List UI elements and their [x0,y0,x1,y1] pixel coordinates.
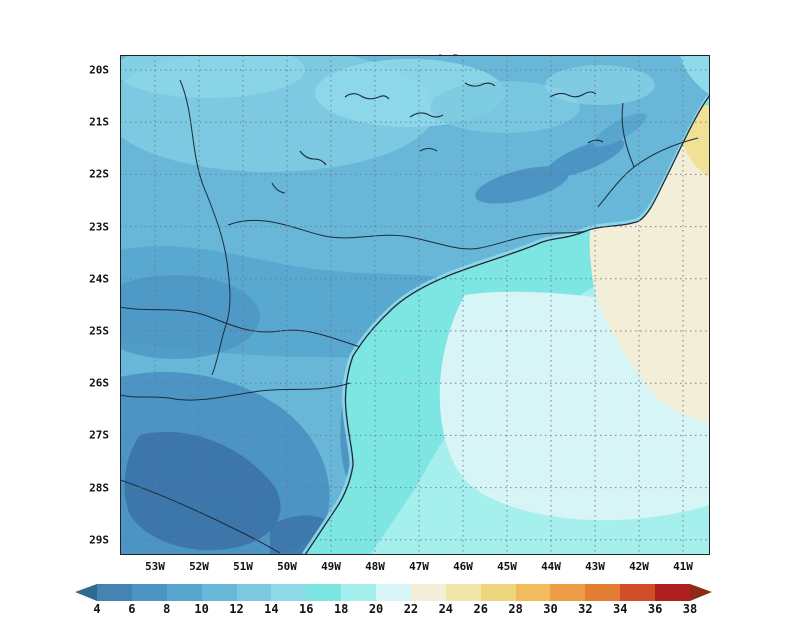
colorbar-segment-18-20 [341,584,376,601]
state-borders [120,79,699,554]
lon-tick-53W: 53W [145,560,165,573]
colorbar-tick-12: 12 [229,602,244,616]
coastline [304,94,710,555]
colorbar-segment-24-26 [445,584,481,601]
colorbar-left-arrow [75,584,97,601]
colorbar-tick-8: 8 [163,602,171,616]
colorbar-tick-26: 26 [473,602,488,616]
colorbar-tick-labels: 4 6 8 10 12 14 16 18 20 22 24 26 28 30 32 34 36 38 [93,602,697,617]
colorbar-tick-20: 20 [368,602,384,616]
lat-tick-29S: 29S [89,533,109,547]
colorbar-segment-12-14 [236,584,272,601]
lon-tick-45W: 45W [497,560,517,573]
lon-tick-46W: 46W [453,560,473,573]
colorbar-tick-24: 24 [438,602,454,616]
colorbar-segment-30-32 [550,584,586,601]
colorbar-right-arrow [690,584,712,601]
colorbar-segment-36-38 [655,584,690,601]
colorbar-segment-28-30 [515,584,551,601]
colorbar-tick-18: 18 [333,602,349,616]
lon-tick-42W: 42W [629,560,649,573]
lat-tick-26S: 26S [89,376,109,390]
colorbar-segment-32-34 [585,584,621,601]
colorbar-body [97,584,690,601]
colorbar-tick-6: 6 [128,602,136,616]
colorbar-tick-22: 22 [403,602,419,616]
lon-tick-43W: 43W [585,560,605,573]
colorbar-segment-26-28 [480,584,516,601]
colorbar-tick-4: 4 [93,602,101,616]
colorbar-segment-6-8 [131,584,167,601]
lon-tick-49W: 49W [321,560,341,573]
graticule-grid [120,55,710,555]
colorbar-tick-10: 10 [194,602,209,616]
reservoir-outlines [271,82,604,194]
colorbar-tick-16: 16 [299,602,314,616]
lon-tick-50W: 50W [277,560,297,573]
colorbar-segment-4-6 [97,584,132,601]
lat-tick-23S: 23S [89,220,109,234]
lat-tick-21S: 21S [89,115,109,129]
colorbar-segment-10-12 [201,584,237,601]
lon-tick-52W: 52W [189,560,209,573]
colorbar-segment-14-16 [271,584,307,601]
temperature-map-svg [120,55,710,555]
colorbar-segment-16-18 [306,584,342,601]
map-frame [120,55,710,555]
colorbar-segment-8-10 [166,584,202,601]
lat-tick-24S: 24S [89,272,109,286]
lon-tick-41W: 41W [673,560,693,573]
lon-tick-48W: 48W [365,560,385,573]
lat-tick-27S: 27S [89,428,109,442]
lat-tick-25S: 25S [89,324,109,338]
lat-tick-20S: 20S [89,63,109,77]
colorbar-segment-34-36 [620,584,655,601]
colorbar-tick-36: 36 [647,602,663,616]
colorbar-tick-28: 28 [508,602,523,616]
lat-tick-22S: 22S [89,167,109,181]
colorbar-tick-30: 30 [543,602,558,616]
colorbar-tick-32: 32 [578,602,593,616]
colorbar-segment-22-24 [410,584,446,601]
lon-tick-47W: 47W [409,560,429,573]
lon-tick-44W: 44W [541,560,561,573]
map-plot-area [120,55,710,555]
colorbar-segment-20-22 [376,584,411,601]
colorbar [75,584,712,601]
longitude-axis: 53W 52W 51W 50W 49W 48W 47W 46W 45W 44W 43W 42W 41W [120,560,710,576]
latitude-axis: 20S 21S 22S 23S 24S 25S 26S 27S 28S 29S [76,55,116,555]
colorbar-tick-14: 14 [264,602,279,616]
colorbar-tick-38: 38 [682,602,698,616]
colorbar-tick-34: 34 [613,602,628,616]
lat-tick-28S: 28S [89,481,109,495]
lon-tick-51W: 51W [233,560,253,573]
